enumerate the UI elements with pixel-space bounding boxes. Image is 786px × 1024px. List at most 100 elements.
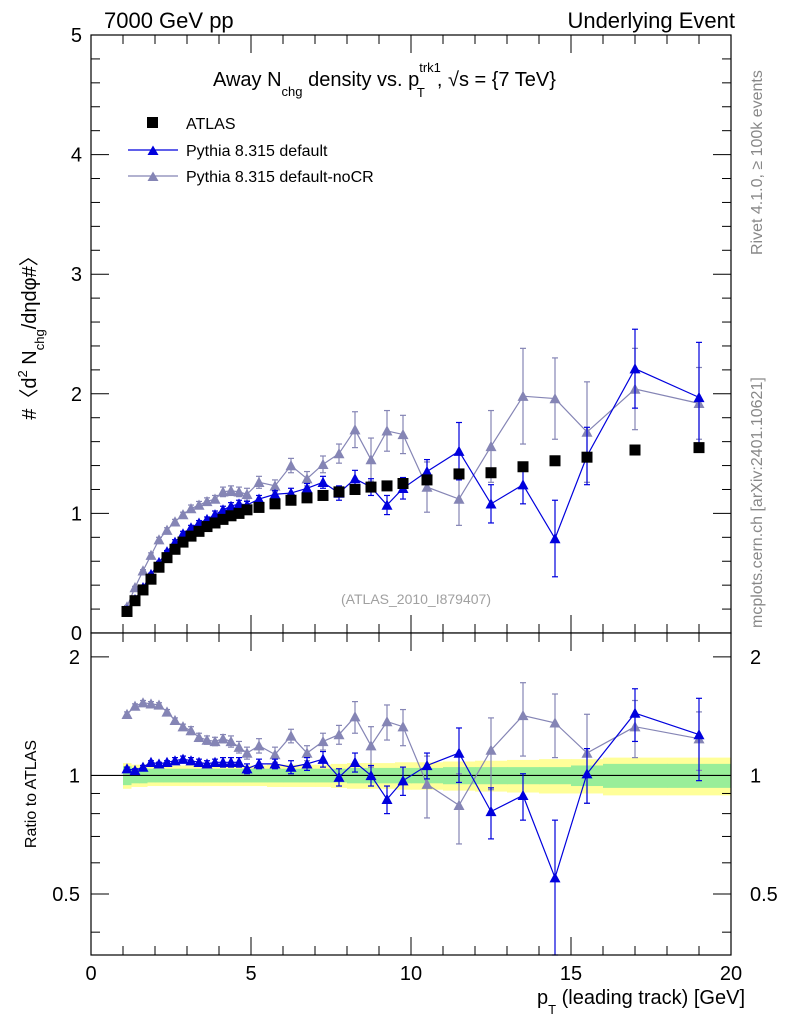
atlas-point [549,455,561,467]
nocr-ratio-point [517,709,529,721]
nocr-ratio-point [453,799,465,810]
nocr-point [153,534,165,545]
nocr-ratio-point [121,708,133,719]
main-panel: Away Nchg density vs. ptrk1 T, √s = {7 Te… [15,34,732,634]
default-ratio-point [217,756,229,767]
nocr-ratio-point [485,744,497,755]
nocr-ratio-point [217,733,229,744]
atlas-point [349,483,361,495]
default-point [349,473,361,484]
nocr-ratio-point [365,740,377,751]
legend-default-marker [147,145,159,155]
atlas-point [421,474,433,486]
x-tick-label: 15 [560,963,582,985]
x-axis-label: pT (leading track) [GeV] [537,987,745,1017]
nocr-point [453,493,465,504]
legend-nocr-marker [147,171,159,181]
default-point [485,498,497,509]
x-tick-label: 20 [720,963,742,985]
nocr-ratio-point [185,725,197,736]
main-data-layer [121,328,705,617]
ratio-panel: Ratio to ATLAS [23,632,732,956]
nocr-ratio-point [129,700,141,711]
nocr-ratio-point [169,714,181,726]
analysis-watermark: (ATLAS_2010_I879407) [341,591,491,607]
nocr-ratio-point [381,716,393,727]
nocr-ratio-point [193,731,205,742]
default-ratio-point [285,761,297,772]
ratio-y-axis-label: Ratio to ATLAS [23,740,40,848]
ratio-data-layer [91,682,732,956]
nocr-point [193,499,205,510]
nocr-ratio-point [233,741,245,752]
y-tick-label: 3 [71,264,82,286]
legend-default-label: Pythia 8.315 default [186,143,328,160]
x-tick-label: 5 [245,963,256,985]
atlas-point [381,480,393,492]
nocr-point [421,481,433,492]
atlas-point [253,501,265,513]
ratio-tick-label-left: 0.5 [52,884,80,906]
nocr-point [233,486,245,497]
atlas-point [201,521,213,533]
atlas-point [129,595,141,607]
nocr-point [177,509,189,520]
atlas-point [209,517,221,529]
ratio-tick-label-right: 2 [750,647,761,669]
y-tick-label: 2 [71,384,82,406]
ratio-ticks [90,633,732,955]
atlas-point [301,492,313,504]
nocr-ratio-point [201,734,213,745]
header-left: 7000 GeV pp [104,8,234,33]
default-ratio-point [517,789,529,801]
header-right: Underlying Event [567,8,735,33]
default-ratio-line [126,712,700,880]
default-ratio-point [549,872,561,883]
default-point [317,476,329,487]
default-point [517,479,529,490]
default-point [453,445,465,456]
nocr-ratio-point [153,699,165,710]
atlas-point [217,513,229,525]
atlas-point [269,498,281,510]
nocr-point [253,476,265,487]
default-ratio-point [333,771,345,782]
y-tick-label: 4 [71,145,82,167]
ratio-tick-label-left: 2 [69,647,80,669]
nocr-point [301,473,313,484]
nocr-point [365,454,377,465]
atlas-point [693,442,705,454]
nocr-point [145,549,157,560]
nocr-ratio-point [349,711,361,722]
atlas-point [581,451,593,463]
y-axis-label: #〈d2 Nchg/dηdφ#〉 [15,246,47,419]
atlas-point [517,461,529,473]
atlas-point [241,504,253,516]
default-ratio-point [193,756,205,767]
ratio-tick-label-right: 1 [750,765,761,787]
nocr-point [169,516,181,527]
default-ratio-point [177,753,189,764]
nocr-ratio-point [241,747,253,758]
atlas-point [225,510,237,522]
nocr-ratio-point [397,721,409,732]
atlas-point [193,525,205,537]
default-ratio-point [161,756,173,767]
nocr-ratio-point [333,729,345,740]
nocr-point [397,428,409,440]
atlas-point [397,478,409,489]
default-ratio-point [381,793,393,804]
atlas-point [629,444,641,456]
nocr-point [241,488,253,499]
default-ratio-point [301,758,313,769]
y-tick-label: 0 [71,623,82,645]
nocr-point [517,390,529,401]
nocr-point [485,440,497,452]
nocr-ratio-point [253,740,265,751]
atlas-point [333,486,345,498]
atlas-point [317,489,329,501]
nocr-point [137,565,149,576]
legend-atlas-label: ATLAS [186,116,236,133]
default-point [301,482,313,493]
